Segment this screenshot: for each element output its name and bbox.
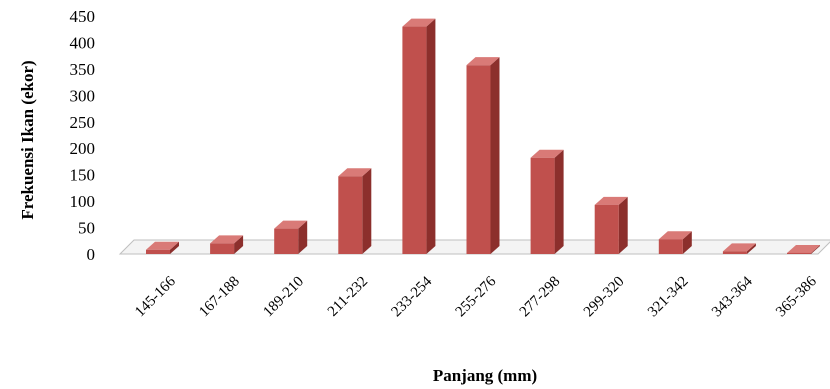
y-tick-label: 450 [70,7,96,26]
y-tick-label: 250 [70,113,96,132]
x-tick-label: 189-210 [260,274,307,321]
x-axis-label: Panjang (mm) [433,366,537,385]
x-tick-label: 233-254 [389,273,436,320]
bar-189-210 [274,220,308,254]
x-tick-label: 365-386 [773,273,820,320]
y-tick-label: 150 [70,166,96,185]
x-tick-label: 211-232 [325,274,371,320]
x-tick-label: 343-364 [709,273,756,320]
bar-365-386 [787,244,820,254]
bar-167-188 [210,235,244,254]
y-tick-label: 350 [70,60,96,79]
y-tick-label: 200 [70,139,96,158]
bar-343-364 [722,243,756,254]
bar-145-166 [146,241,179,254]
y-tick-label: 100 [70,192,96,211]
x-tick-label: 255-276 [453,273,500,320]
x-tick-label: 299-320 [581,274,628,321]
y-axis-label: Frekuensi Ikan (ekor) [18,60,37,219]
y-tick-label: 50 [78,219,95,238]
bar-211-232 [338,168,372,254]
y-tick-label: 400 [70,33,96,52]
bar-233-254 [402,18,436,255]
x-tick-label: 321-342 [645,274,692,321]
y-tick-label: 300 [70,86,96,105]
x-tick-label: 145-166 [132,273,179,320]
bar-255-276 [466,57,500,254]
bar-277-298 [530,149,564,254]
y-tick-label: 0 [87,245,96,264]
bar-299-320 [594,196,628,254]
x-tick-label: 277-298 [517,274,564,321]
bar-321-342 [658,231,692,254]
x-tick-label: 167-188 [196,274,243,321]
